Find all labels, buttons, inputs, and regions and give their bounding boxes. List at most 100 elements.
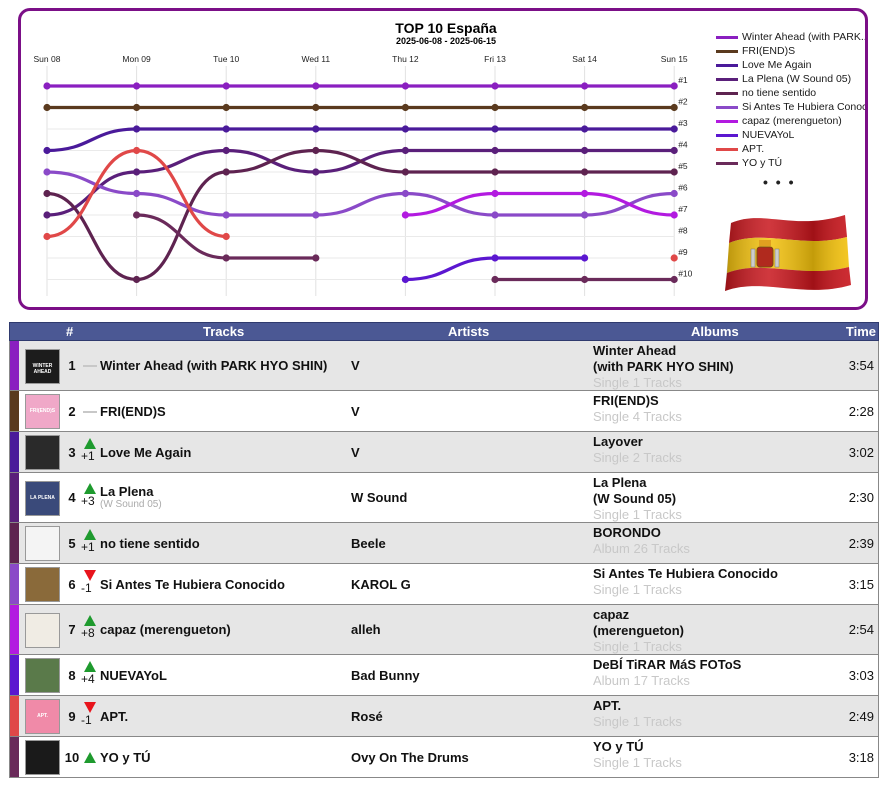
artist-name[interactable]: alleh [351,622,381,637]
album-cover-image[interactable] [25,435,60,470]
legend-label: APT. [742,143,765,155]
artist-name[interactable]: Bad Bunny [351,667,420,683]
album-info[interactable]: FRI(END)S Single 4 Tracks [593,393,682,425]
track-title[interactable]: La Plena (W Sound 05) [100,484,162,510]
series-point [670,275,678,284]
artist-name[interactable]: Rosé [351,708,383,724]
album-info[interactable]: Layover Single 2 Tracks [593,434,682,466]
legend-swatch [716,49,738,53]
album-cover-image[interactable] [25,567,60,602]
legend-item[interactable]: NUEVAYoL [716,128,865,142]
artist-name[interactable]: W Sound [351,490,408,505]
table-row[interactable]: 3 +1 Love Me Again V Layover Single 2 Tracks 3… [9,432,879,473]
legend-item[interactable]: Love Me Again [716,58,865,72]
series-point [670,82,678,90]
album-meta: Single 1 Tracks [593,639,682,654]
album-cover-image[interactable]: FRI(END)S [25,394,60,429]
table-row[interactable]: APT. 9 -1 APT. Rosé APT. Single 1 Tracks 2:49 [9,696,879,737]
series-point [133,211,141,219]
album-title: Layover [593,434,643,449]
series-point [312,125,320,133]
artist-name[interactable]: V [351,444,360,460]
album-meta: Album 26 Tracks [593,541,690,556]
header-artists[interactable]: Artists [448,324,490,339]
album-info[interactable]: BORONDO Album 26 Tracks [593,525,690,557]
track-title[interactable]: Si Antes Te Hubiera Conocido [100,576,285,592]
legend-swatch [716,119,738,123]
track-title[interactable]: APT. [100,708,129,724]
series-point [670,125,678,133]
artist-name[interactable]: V [351,358,360,373]
track-title[interactable]: Love Me Again [100,444,192,460]
album-info[interactable]: Winter Ahead (with PARK HYO SHIN) Single 1… [593,343,734,391]
album-title: Winter Ahead [593,343,677,358]
track-title[interactable]: Winter Ahead (with PARK HYO SHIN) [100,358,328,373]
album-meta: Single 1 Tracks [593,714,682,729]
legend-swatch [716,35,738,39]
series-point [581,103,589,112]
table-row[interactable]: 6 -1 Si Antes Te Hubiera Conocido KAROL G Si… [9,564,879,605]
album-info[interactable]: YO y TÚ Single 1 Tracks [593,739,682,771]
rank-change: +4 [81,671,95,686]
series-point [222,211,230,219]
album-info[interactable]: APT. Single 1 Tracks [593,698,682,730]
track-title[interactable]: capaz (merengueton) [100,622,231,637]
album-cover-image[interactable] [25,740,60,775]
legend-label: capaz (merengueton) [742,115,842,127]
table-row[interactable]: WINTER AHEAD 1 Winter Ahead (with PARK HYO… [9,341,879,391]
table-row[interactable]: 8 +4 NUEVAYoL Bad Bunny DeBÍ TiRAR MáS FOToS… [9,655,879,696]
table-row[interactable]: 7 +8 capaz (merengueton) alleh capaz (merengu… [9,605,879,655]
album-meta: Single 1 Tracks [593,507,682,522]
legend-item[interactable]: Si Antes Te Hubiera Conoci... [716,100,865,114]
header-num[interactable]: # [66,324,74,339]
album-cover-image[interactable] [25,612,60,648]
album-cover-image[interactable] [25,526,60,561]
artist-name[interactable]: Beele [351,535,386,551]
series-point [670,189,678,198]
legend-swatch [716,91,738,95]
legend-item[interactable]: FRI(END)S [716,44,865,58]
table-row[interactable]: 10 YO y TÚ Ovy On The Drums YO y TÚ Single 1… [9,737,879,778]
track-subtitle: (W Sound 05) [100,499,162,510]
header-albums[interactable]: Albums [691,324,739,339]
row-color-stripe [10,696,19,736]
track-title[interactable]: NUEVAYoL [100,667,167,683]
album-info[interactable]: DeBÍ TiRAR MáS FOToS Album 17 Tracks [593,657,741,689]
artist-name[interactable]: V [351,403,360,419]
track-title[interactable]: no tiene sentido [100,535,200,551]
header-tracks[interactable]: Tracks [203,324,245,339]
album-cover-image[interactable]: WINTER AHEAD [25,348,60,384]
legend-item[interactable]: APT. [716,142,865,156]
row-color-stripe [10,523,19,563]
series-point [401,275,409,284]
rank-up-icon [84,660,96,672]
legend-item[interactable]: capaz (merengueton) [716,114,865,128]
album-cover-image[interactable]: APT. [25,699,60,734]
album-info[interactable]: Si Antes Te Hubiera Conocido Single 1 Tra… [593,566,778,598]
album-info[interactable]: capaz (merengueton) Single 1 Tracks [593,607,684,655]
legend-item[interactable]: no tiene sentido [716,86,865,100]
table-row[interactable]: 5 +1 no tiene sentido Beele BORONDO Album 26 … [9,523,879,564]
table-row[interactable]: FRI(END)S 2 FRI(END)S V FRI(END)S Single 4 Tr… [9,391,879,432]
track-title[interactable]: YO y TÚ [100,749,151,765]
rank-trend: +4 [81,660,101,686]
series-point [581,168,589,176]
legend-more[interactable]: • • • [763,174,796,190]
album-cover-image[interactable] [25,658,60,693]
album-info[interactable]: La Plena (W Sound 05) Single 1 Tracks [593,475,682,523]
album-cover-image[interactable]: LA PLENA [25,480,60,516]
rank-trend: +1 [81,528,101,554]
artist-name[interactable]: KAROL G [351,576,411,592]
artist-name[interactable]: Ovy On The Drums [351,749,469,765]
rank-trend [81,410,101,413]
table-row[interactable]: LA PLENA 4 +3 La Plena (W Sound 05) W Sound La… [9,473,879,523]
legend-item[interactable]: YO y TÚ [716,156,865,170]
series-point [491,254,499,262]
header-time[interactable]: Time [845,324,876,339]
series-point [491,103,499,112]
legend-item[interactable]: Winter Ahead (with PARK... [716,30,865,44]
legend-item[interactable]: La Plena (W Sound 05) [716,72,865,86]
track-title[interactable]: FRI(END)S [100,403,166,419]
day-label: Mon 09 [122,54,151,64]
series-point [43,232,51,241]
